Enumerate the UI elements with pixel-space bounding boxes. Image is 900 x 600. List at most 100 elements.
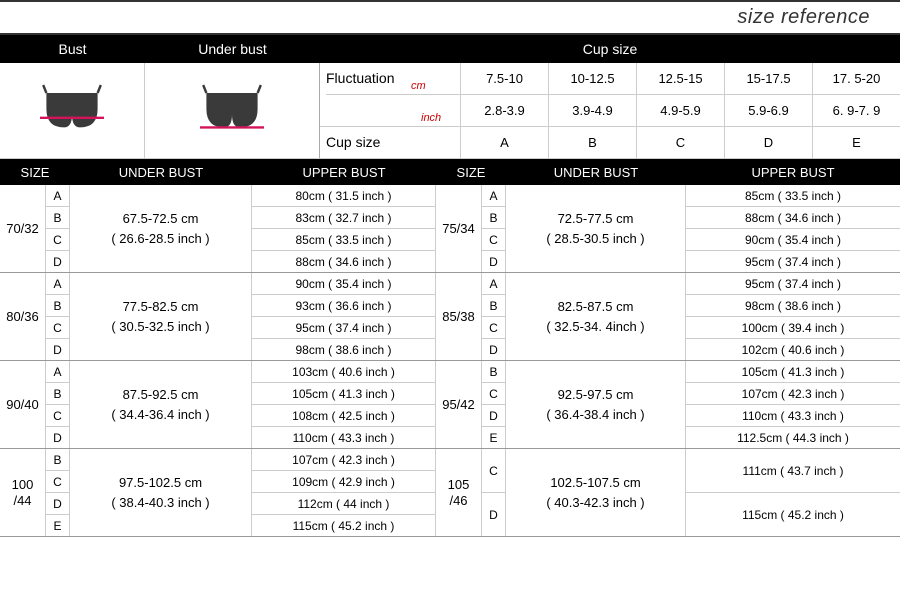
cup-column: ABCD — [482, 185, 506, 272]
fluct-in-1: 3.9-4.9 — [548, 95, 636, 126]
size-label: 70/32 — [0, 185, 46, 272]
upper-bust-column: 103cm ( 40.6 inch )105cm ( 41.3 inch )10… — [252, 361, 436, 448]
upper-bust-cell: 107cm ( 42.3 inch ) — [252, 449, 435, 471]
size-half-right: 85/38ABCD82.5-87.5 cm( 32.5-34. 4inch )9… — [436, 273, 900, 360]
upper-bust-cell: 90cm ( 35.4 inch ) — [686, 229, 900, 251]
header-under-bust: Under bust — [145, 41, 320, 57]
cup-cell: D — [46, 427, 69, 448]
cup-cell: B — [482, 207, 505, 229]
upper-bust-column: 90cm ( 35.4 inch )93cm ( 36.6 inch )95cm… — [252, 273, 436, 360]
upper-bust-cell: 100cm ( 39.4 inch ) — [686, 317, 900, 339]
size-half-right: 105 /46CD102.5-107.5 cm( 40.3-42.3 inch … — [436, 449, 900, 536]
cup-column: ABCD — [46, 273, 70, 360]
upper-bust-column: 105cm ( 41.3 inch )107cm ( 42.3 inch )11… — [686, 361, 900, 448]
fluct-cm-3: 15-17.5 — [724, 63, 812, 94]
cup-column: ABCD — [46, 361, 70, 448]
under-bust-cell: 77.5-82.5 cm( 30.5-32.5 inch ) — [70, 273, 252, 360]
under-bust-cell: 67.5-72.5 cm( 26.6-28.5 inch ) — [70, 185, 252, 272]
upper-bust-cell: 98cm ( 38.6 inch ) — [686, 295, 900, 317]
cup-cell: B — [46, 207, 69, 229]
unit-cm: cm — [411, 80, 426, 92]
cup-cell: D — [482, 339, 505, 360]
cup-cell: A — [46, 185, 69, 207]
cup-cell: B — [46, 449, 69, 471]
upper-bust-cell: 115cm ( 45.2 inch ) — [252, 515, 435, 536]
cup-cell: C — [482, 449, 505, 493]
upper-bust-column: 107cm ( 42.3 inch )109cm ( 42.9 inch )11… — [252, 449, 436, 536]
cup-column: CD — [482, 449, 506, 536]
upper-bust-cell: 108cm ( 42.5 inch ) — [252, 405, 435, 427]
cup-cell: A — [482, 273, 505, 295]
size-half-left: 90/40ABCD87.5-92.5 cm( 34.4-36.4 inch )1… — [0, 361, 436, 448]
cup-cell: D — [46, 493, 69, 515]
cup-cell: B — [46, 295, 69, 317]
cup-cell: D — [46, 251, 69, 272]
under-bust-cell: 82.5-87.5 cm( 32.5-34. 4inch ) — [506, 273, 686, 360]
fluct-cm-0: 7.5-10 — [460, 63, 548, 94]
sh-upper-l: UPPER BUST — [252, 165, 436, 180]
upper-bust-cell: 115cm ( 45.2 inch ) — [686, 493, 900, 536]
under-bust-cell: 87.5-92.5 cm( 34.4-36.4 inch ) — [70, 361, 252, 448]
cup-cell: C — [46, 317, 69, 339]
bust-diagram — [0, 63, 145, 158]
sh-size-l: SIZE — [0, 165, 70, 180]
upper-bust-cell: 112cm ( 44 inch ) — [252, 493, 435, 515]
upper-bust-column: 95cm ( 37.4 inch )98cm ( 38.6 inch )100c… — [686, 273, 900, 360]
cup-cell: A — [46, 361, 69, 383]
cup-column: ABCD — [482, 273, 506, 360]
upper-bust-cell: 110cm ( 43.3 inch ) — [686, 405, 900, 427]
fluct-cm-1: 10-12.5 — [548, 63, 636, 94]
fluct-in-2: 4.9-5.9 — [636, 95, 724, 126]
upper-bust-cell: 103cm ( 40.6 inch ) — [252, 361, 435, 383]
cup-cell: C — [482, 229, 505, 251]
cup-cell: A — [482, 185, 505, 207]
size-half-left: 100 /44BCDE97.5-102.5 cm( 38.4-40.3 inch… — [0, 449, 436, 536]
cup-cell: C — [482, 317, 505, 339]
cup-3: D — [724, 127, 812, 158]
size-half-left: 80/36ABCD77.5-82.5 cm( 30.5-32.5 inch )9… — [0, 273, 436, 360]
sh-under-l: UNDER BUST — [70, 165, 252, 180]
fluctuation-label-cell: Fluctuation cm inch — [320, 63, 460, 126]
size-half-left: 70/32ABCD67.5-72.5 cm( 26.6-28.5 inch )8… — [0, 185, 436, 272]
cup-1: B — [548, 127, 636, 158]
cup-cell: B — [46, 383, 69, 405]
upper-bust-cell: 111cm ( 43.7 inch ) — [686, 449, 900, 493]
cup-cell: D — [46, 339, 69, 360]
under-bust-cell: 97.5-102.5 cm( 38.4-40.3 inch ) — [70, 449, 252, 536]
top-section: Fluctuation cm inch 7.5-10 10-12.5 12.5-… — [0, 63, 900, 159]
cup-cell: C — [46, 471, 69, 493]
header-cup-size: Cup size — [320, 41, 900, 57]
cup-cell: C — [46, 229, 69, 251]
upper-bust-column: 85cm ( 33.5 inch )88cm ( 34.6 inch )90cm… — [686, 185, 900, 272]
upper-bust-cell: 90cm ( 35.4 inch ) — [252, 273, 435, 295]
sh-size-r: SIZE — [436, 165, 506, 180]
under-bust-cell: 72.5-77.5 cm( 28.5-30.5 inch ) — [506, 185, 686, 272]
cup-column: ABCD — [46, 185, 70, 272]
size-half-right: 75/34ABCD72.5-77.5 cm( 28.5-30.5 inch )8… — [436, 185, 900, 272]
size-table: 70/32ABCD67.5-72.5 cm( 26.6-28.5 inch )8… — [0, 185, 900, 537]
size-label: 100 /44 — [0, 449, 46, 536]
cup-cell: E — [482, 427, 505, 448]
upper-bust-cell: 105cm ( 41.3 inch ) — [686, 361, 900, 383]
size-label: 90/40 — [0, 361, 46, 448]
upper-bust-cell: 88cm ( 34.6 inch ) — [252, 251, 435, 272]
upper-bust-column: 111cm ( 43.7 inch )115cm ( 45.2 inch ) — [686, 449, 900, 536]
size-label: 75/34 — [436, 185, 482, 272]
cup-cell: D — [482, 251, 505, 272]
cup-cell: C — [46, 405, 69, 427]
upper-bust-cell: 102cm ( 40.6 inch ) — [686, 339, 900, 360]
cup-cell: C — [482, 383, 505, 405]
size-block: 100 /44BCDE97.5-102.5 cm( 38.4-40.3 inch… — [0, 449, 900, 537]
size-block: 80/36ABCD77.5-82.5 cm( 30.5-32.5 inch )9… — [0, 273, 900, 361]
size-label: 85/38 — [436, 273, 482, 360]
size-label: 95/42 — [436, 361, 482, 448]
upper-bust-cell: 83cm ( 32.7 inch ) — [252, 207, 435, 229]
upper-bust-cell: 88cm ( 34.6 inch ) — [686, 207, 900, 229]
fluct-in-4: 6. 9-7. 9 — [812, 95, 900, 126]
cup-0: A — [460, 127, 548, 158]
cup-column: BCDE — [46, 449, 70, 536]
upper-bust-cell: 95cm ( 37.4 inch ) — [686, 251, 900, 272]
upper-bust-cell: 85cm ( 33.5 inch ) — [686, 185, 900, 207]
size-block: 70/32ABCD67.5-72.5 cm( 26.6-28.5 inch )8… — [0, 185, 900, 273]
upper-bust-cell: 95cm ( 37.4 inch ) — [252, 317, 435, 339]
